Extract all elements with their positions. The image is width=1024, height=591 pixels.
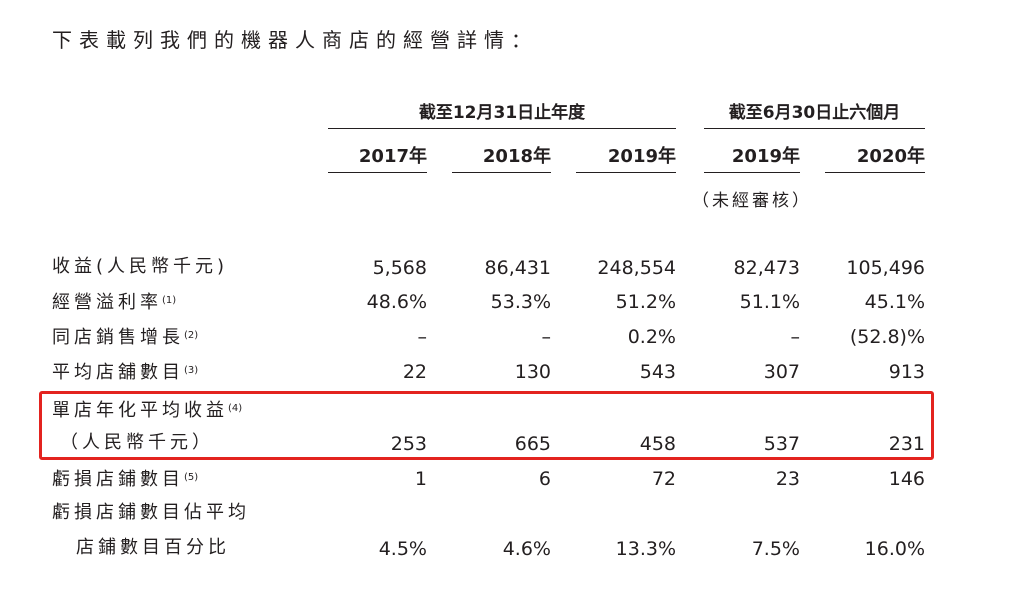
footnote-marker: (1) (162, 295, 177, 306)
row-label-loss-stores-pct: 虧損店鋪數目佔平均 (52, 502, 250, 523)
table-cell: 458 (639, 433, 676, 455)
intro-text: 下表載列我們的機器人商店的經營詳情： (52, 28, 538, 52)
table-cell: – (541, 326, 552, 348)
table-cell: 5,568 (372, 257, 427, 279)
footnote-marker: (2) (184, 330, 199, 341)
row-label-annualized-revenue-unit: （人民幣千元） (60, 432, 214, 453)
year-header-2019: 2019年 (576, 146, 676, 173)
table-cell: 248,554 (597, 257, 676, 279)
table-cell: 13.3% (615, 538, 676, 560)
table-cell: (52.8)% (849, 326, 925, 348)
footnote-marker: (4) (228, 403, 243, 414)
row-label-operating-margin: 經營溢利率(1) (52, 292, 177, 313)
footnote-marker: (3) (184, 365, 199, 376)
table-cell: 48.6% (366, 291, 427, 313)
table-cell: 23 (775, 468, 800, 490)
year-header-2019-interim: 2019年 (704, 146, 800, 173)
footnote-marker: (5) (184, 472, 199, 483)
table-cell: 543 (639, 361, 676, 383)
table-cell: 45.1% (864, 291, 925, 313)
row-label-loss-stores-pct-line2: 店鋪數目百分比 (76, 537, 230, 558)
table-cell: 22 (402, 361, 427, 383)
header-six-months-group: 截至6月30日止六個月 (704, 98, 925, 129)
table-cell: 53.3% (490, 291, 551, 313)
year-header-2017: 2017年 (328, 146, 427, 173)
table-cell: 7.5% (751, 538, 800, 560)
table-cell: 146 (888, 468, 925, 490)
table-cell: 82,473 (733, 257, 800, 279)
table-cell: 0.2% (627, 326, 676, 348)
table-cell: 51.1% (739, 291, 800, 313)
table-cell: 307 (763, 361, 800, 383)
unaudited-note: （未經審核） (692, 191, 812, 211)
table-cell: 86,431 (484, 257, 551, 279)
table-cell: 1 (414, 468, 427, 490)
table-cell: 231 (888, 433, 925, 455)
table-cell: 72 (651, 468, 676, 490)
table-cell: 130 (514, 361, 551, 383)
table-cell: 4.6% (502, 538, 551, 560)
row-label-loss-stores: 虧損店鋪數目(5) (52, 469, 199, 490)
row-label-revenue: 收益(人民幣千元) (52, 256, 229, 277)
year-header-2018: 2018年 (452, 146, 551, 173)
table-cell: 51.2% (615, 291, 676, 313)
row-label-average-stores: 平均店舖數目(3) (52, 362, 199, 383)
table-cell: 253 (390, 433, 427, 455)
table-cell: – (790, 326, 801, 348)
header-year-end-group: 截至12月31日止年度 (328, 98, 676, 129)
year-header-2020-interim: 2020年 (825, 146, 925, 173)
highlight-box (39, 391, 934, 460)
table-cell: 4.5% (378, 538, 427, 560)
table-cell: 665 (514, 433, 551, 455)
table-cell: 913 (888, 361, 925, 383)
table-cell: 105,496 (846, 257, 925, 279)
row-label-same-store-growth: 同店銷售增長(2) (52, 327, 199, 348)
table-cell: – (417, 326, 428, 348)
table-cell: 537 (763, 433, 800, 455)
table-cell: 6 (538, 468, 551, 490)
row-label-annualized-revenue: 單店年化平均收益(4) (52, 400, 243, 421)
table-cell: 16.0% (864, 538, 925, 560)
